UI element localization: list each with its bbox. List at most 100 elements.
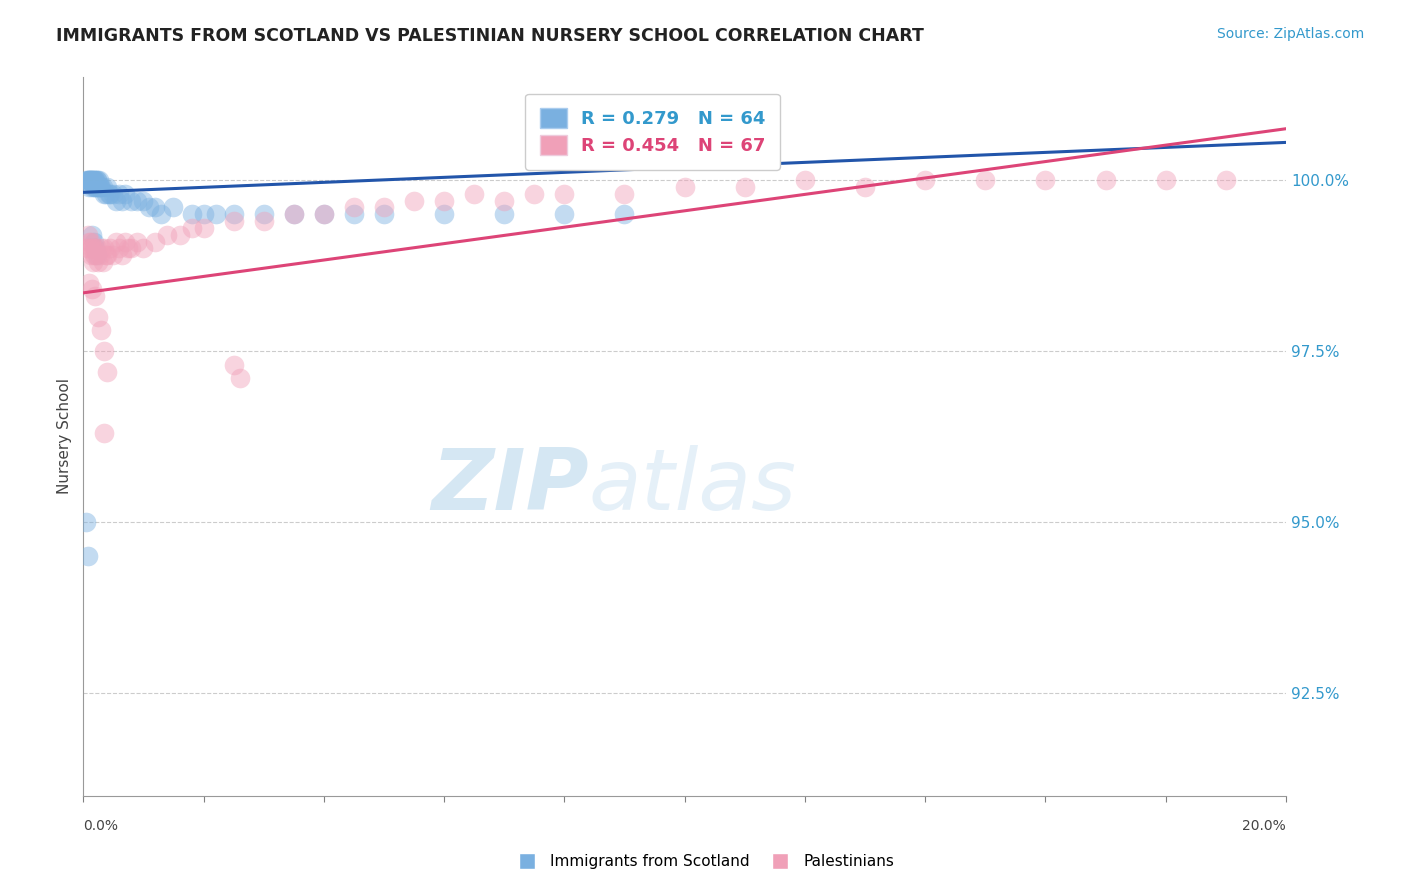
- Text: ZIP: ZIP: [430, 445, 589, 528]
- Point: [79, 241, 101, 255]
- Point: [138, 200, 160, 214]
- Point: [97, 186, 120, 201]
- Point: [343, 200, 366, 214]
- Point: [82, 227, 104, 242]
- Point: [84, 173, 107, 187]
- Point: [84, 241, 107, 255]
- Point: [108, 241, 131, 255]
- Text: Source: ZipAtlas.com: Source: ZipAtlas.com: [1216, 27, 1364, 41]
- Point: [86, 241, 108, 255]
- Point: [77, 227, 100, 242]
- Point: [117, 241, 139, 255]
- Point: [312, 207, 335, 221]
- Point: [77, 173, 100, 187]
- Point: [114, 186, 136, 201]
- Point: [103, 186, 125, 201]
- Point: [613, 207, 636, 221]
- Point: [974, 173, 997, 187]
- Point: [98, 241, 121, 255]
- Point: [283, 207, 305, 221]
- Point: [83, 173, 105, 187]
- Point: [1094, 173, 1116, 187]
- Point: [105, 194, 128, 208]
- Point: [96, 364, 118, 378]
- Point: [120, 241, 142, 255]
- Point: [77, 549, 100, 563]
- Point: [253, 214, 276, 228]
- Point: [84, 248, 107, 262]
- Point: [132, 194, 155, 208]
- Point: [193, 220, 215, 235]
- Point: [90, 179, 112, 194]
- Point: [75, 515, 97, 529]
- Point: [90, 323, 112, 337]
- Point: [79, 179, 101, 194]
- Point: [79, 173, 101, 187]
- Point: [89, 179, 111, 194]
- Point: [93, 343, 115, 358]
- Point: [75, 241, 97, 255]
- Point: [253, 207, 276, 221]
- Point: [87, 179, 110, 194]
- Point: [103, 248, 125, 262]
- Point: [180, 207, 202, 221]
- Point: [193, 207, 215, 221]
- Text: IMMIGRANTS FROM SCOTLAND VS PALESTINIAN NURSERY SCHOOL CORRELATION CHART: IMMIGRANTS FROM SCOTLAND VS PALESTINIAN …: [56, 27, 924, 45]
- Point: [96, 179, 118, 194]
- Point: [145, 200, 167, 214]
- Point: [82, 173, 104, 187]
- Point: [553, 186, 575, 201]
- Point: [79, 276, 101, 290]
- Point: [87, 173, 110, 187]
- Y-axis label: Nursery School: Nursery School: [58, 378, 72, 494]
- Point: [83, 179, 105, 194]
- Point: [93, 241, 115, 255]
- Point: [80, 173, 103, 187]
- Point: [75, 173, 97, 187]
- Point: [145, 235, 167, 249]
- Point: [553, 207, 575, 221]
- Point: [93, 186, 115, 201]
- Point: [84, 179, 107, 194]
- Point: [98, 186, 121, 201]
- Point: [86, 248, 108, 262]
- Point: [94, 186, 117, 201]
- Text: 20.0%: 20.0%: [1243, 820, 1286, 833]
- Point: [150, 207, 173, 221]
- Point: [433, 207, 456, 221]
- Point: [373, 200, 395, 214]
- Point: [82, 173, 104, 187]
- Point: [127, 194, 149, 208]
- Point: [1035, 173, 1057, 187]
- Point: [96, 248, 118, 262]
- Point: [433, 194, 456, 208]
- Point: [91, 255, 114, 269]
- Legend: R = 0.279   N = 64, R = 0.454   N = 67: R = 0.279 N = 64, R = 0.454 N = 67: [526, 94, 780, 169]
- Point: [93, 425, 115, 440]
- Point: [222, 207, 245, 221]
- Point: [94, 248, 117, 262]
- Point: [162, 200, 184, 214]
- Point: [83, 248, 105, 262]
- Point: [204, 207, 226, 221]
- Point: [77, 235, 100, 249]
- Point: [86, 173, 108, 187]
- Point: [222, 358, 245, 372]
- Point: [463, 186, 485, 201]
- Point: [90, 241, 112, 255]
- Point: [283, 207, 305, 221]
- Point: [82, 282, 104, 296]
- Point: [793, 173, 815, 187]
- Point: [132, 241, 155, 255]
- Point: [83, 173, 105, 187]
- Point: [673, 179, 696, 194]
- Point: [76, 173, 98, 187]
- Point: [343, 207, 366, 221]
- Point: [84, 289, 107, 303]
- Point: [914, 173, 936, 187]
- Point: [494, 194, 516, 208]
- Point: [108, 186, 131, 201]
- Point: [87, 179, 110, 194]
- Text: 0.0%: 0.0%: [83, 820, 118, 833]
- Point: [1154, 173, 1177, 187]
